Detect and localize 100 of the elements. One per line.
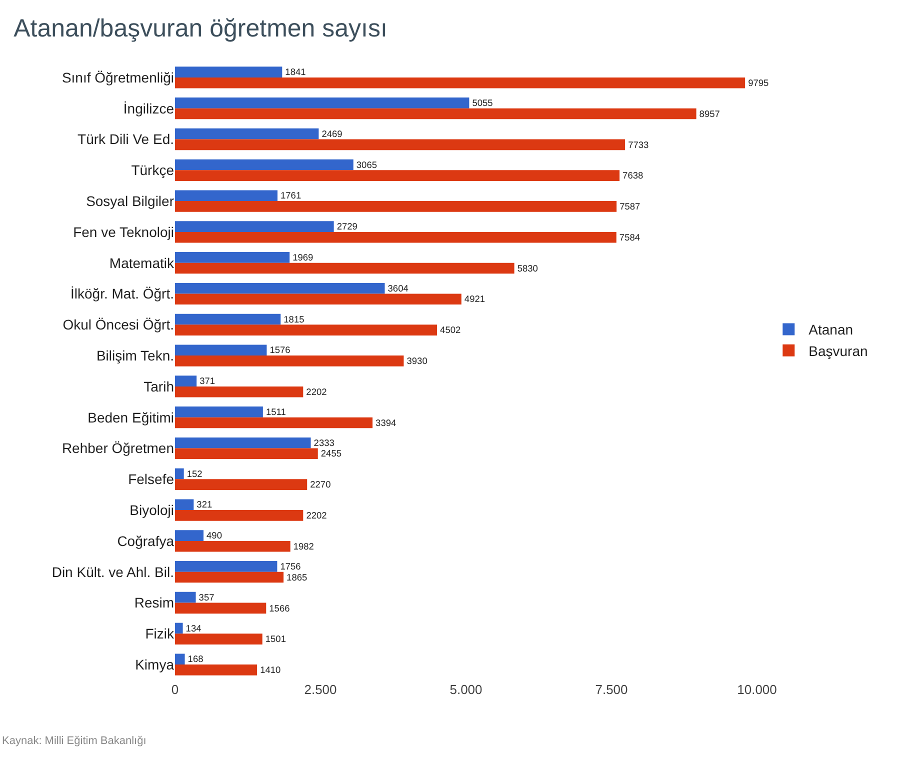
bar [175, 540, 290, 552]
bar [175, 448, 318, 460]
y-tick-label: Felsefe [128, 471, 174, 488]
bar [175, 572, 284, 583]
data-label: 2469 [322, 128, 342, 139]
data-label: 1756 [280, 562, 301, 572]
bar [175, 139, 626, 150]
y-tick-label: Okul Öncesi Öğrt. [62, 316, 174, 333]
data-label: 2333 [314, 438, 334, 448]
data-label: 1576 [270, 345, 290, 356]
y-tick-label: Matematik [109, 254, 175, 271]
data-label: 1815 [284, 314, 304, 324]
bar [175, 417, 373, 428]
x-tick-label: 2.500 [304, 682, 337, 697]
bar [175, 386, 304, 398]
y-tick-label: Biyoloji [130, 502, 174, 518]
bar [175, 282, 385, 294]
y-tick-label: Kimya [135, 656, 174, 672]
bar [175, 406, 263, 418]
data-label: 3604 [388, 283, 408, 294]
y-tick-label: Fizik [145, 626, 175, 642]
bar [175, 201, 617, 212]
data-label: 1501 [265, 634, 286, 644]
bar [175, 108, 696, 120]
data-label: 1865 [286, 572, 308, 582]
data-label: 2202 [306, 510, 327, 521]
bar [175, 499, 194, 510]
bar [175, 98, 470, 108]
bar [175, 376, 197, 386]
y-tick-label: Türk Dili Ve Ed. [78, 131, 174, 148]
bar [175, 128, 319, 140]
bar [175, 622, 183, 634]
y-tick-label: Beden Eğitimi [88, 409, 174, 426]
bar [175, 510, 304, 521]
data-label: 7638 [622, 170, 644, 181]
bar [175, 190, 278, 202]
data-label: 8957 [699, 108, 720, 119]
data-label: 321 [196, 500, 212, 510]
data-label: 134 [186, 623, 202, 634]
x-tick-label: 0 [171, 682, 179, 697]
y-tick-label: Bilişim Tekn. [96, 347, 174, 364]
data-label: 2202 [306, 386, 327, 397]
bar [175, 664, 258, 676]
data-label: 1761 [280, 190, 302, 201]
data-label: 1969 [292, 252, 314, 263]
y-tick-label: Tarih [144, 378, 174, 394]
y-tick-label: Coğrafya [117, 532, 174, 549]
data-label: 1566 [269, 603, 290, 614]
bar [175, 479, 308, 490]
data-label: 4921 [464, 294, 485, 304]
data-label: 371 [200, 376, 216, 386]
y-tick-label: Türkçe [131, 162, 174, 178]
y-tick-label: İngilizce [123, 100, 174, 116]
y-tick-label: İlköğr. Mat. Öğrt. [70, 286, 174, 302]
bar [175, 592, 196, 603]
bar [175, 437, 311, 448]
y-tick-label: Sosyal Bilgiler [86, 192, 174, 209]
bar [175, 77, 746, 88]
bar [175, 602, 266, 614]
data-label: 2729 [336, 222, 358, 232]
y-tick-label: Resim [134, 594, 174, 611]
x-tick-label: 10.000 [737, 682, 777, 697]
legend-label: Başvuran [808, 342, 868, 359]
bar [175, 232, 616, 243]
y-tick-label: Sınıf Öğretmenliği [62, 69, 174, 86]
data-label: 152 [186, 468, 202, 479]
data-label: 4502 [440, 325, 461, 336]
data-label: 3930 [406, 356, 428, 366]
data-label: 7584 [619, 232, 640, 242]
bar [175, 324, 438, 336]
legend-label: Atanan [808, 322, 854, 338]
bar [175, 468, 184, 480]
data-label: 9795 [748, 78, 769, 88]
data-label: 1982 [293, 541, 314, 552]
data-label: 3394 [376, 418, 396, 428]
bar [175, 262, 514, 274]
data-label: 490 [206, 530, 222, 541]
bar [175, 252, 290, 263]
text: Kaynak: Milli Eğitim Bakanlığı [2, 735, 146, 747]
bar [175, 634, 262, 644]
data-label: 3065 [356, 160, 377, 170]
bar [175, 344, 267, 356]
data-label: 5830 [517, 263, 538, 274]
bar [175, 66, 282, 78]
bar [175, 561, 278, 572]
data-label: 168 [188, 654, 204, 664]
data-label: 5055 [472, 98, 493, 108]
bar [175, 294, 462, 305]
data-label: 357 [198, 592, 214, 602]
bar [175, 314, 281, 325]
data-label: 2270 [310, 480, 331, 490]
y-tick-label: Din Kült. ve Ahl. Bil. [52, 564, 174, 580]
bar [175, 356, 404, 366]
y-tick-label: Fen ve Teknoloji [73, 224, 174, 240]
bar [175, 221, 334, 232]
data-label: 2455 [320, 448, 342, 459]
bar [175, 170, 620, 181]
x-tick-label: 5.000 [450, 682, 482, 697]
data-label: 7587 [620, 202, 640, 212]
y-tick-label: Rehber Öğretmen [62, 440, 174, 456]
